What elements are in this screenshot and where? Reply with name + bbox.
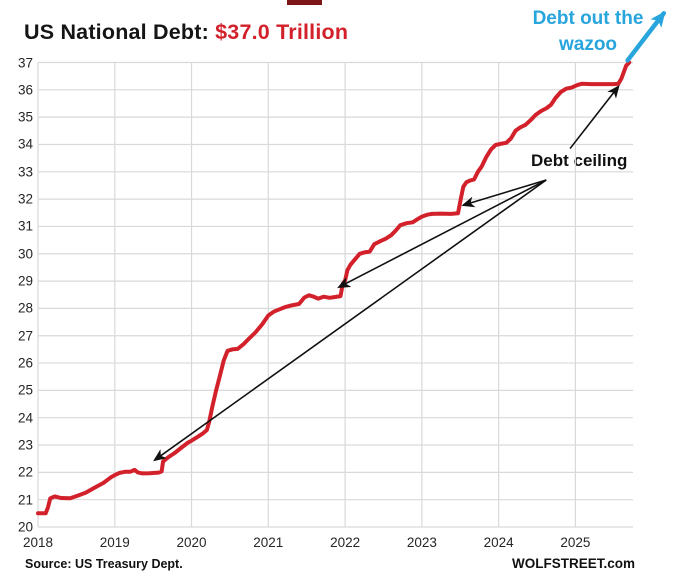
y-tick-label: 24 [17,410,33,426]
y-tick-label: 26 [17,355,33,371]
y-tick-label: 34 [17,136,33,152]
x-tick-label: 2024 [483,535,514,550]
debt-ceiling-arrow [461,179,547,208]
x-tick-label: 2019 [99,535,130,550]
x-tick-label: 2020 [176,535,207,550]
wolfstreet-brand: WOLFSTREET.com [511,556,635,571]
debt-ceiling-arrow [337,179,547,289]
y-tick-label: 35 [17,109,33,125]
source-credit: Source: US Treasury Dept. [25,557,183,571]
chart-title-value: $37.0 Trillion [215,20,349,44]
cropped-artifact-bar [287,0,322,5]
wazoo-annotation: Debt out the wazoo [508,6,668,58]
y-tick-label: 22 [17,464,33,480]
gridlines [37,61,633,528]
wazoo-line1: Debt out the [532,8,644,29]
y-tick-label: 28 [17,300,33,316]
wazoo-arrow [625,10,666,63]
chart-title: US National Debt: $37.0 Trillion [24,20,348,45]
debt-line-series [36,60,632,516]
chart-title-prefix: US National Debt: [24,20,216,44]
y-tick-label: 25 [17,382,33,398]
y-tick-label: 32 [17,191,33,207]
y-tick-label: 23 [17,437,33,453]
x-tick-label: 2023 [406,535,437,550]
y-tick-label: 20 [17,519,33,535]
x-tick-label: 2025 [560,535,591,550]
x-tick-label: 2022 [330,535,361,550]
annotation-arrows [153,10,666,462]
wazoo-line2: wazoo [558,34,618,55]
debt-ceiling-arrow [569,84,620,150]
y-tick-label: 31 [17,218,33,234]
debt-line [36,60,632,516]
y-tick-label: 21 [17,492,33,508]
x-tick-label: 2021 [253,535,284,550]
y-tick-label: 29 [17,273,33,289]
debt-ceiling-annotation: Debt ceiling [531,151,628,170]
debt-ceiling-arrow [153,179,547,462]
y-tick-label: 30 [17,246,33,262]
y-tick-label: 36 [17,82,33,98]
x-tick-label: 2018 [22,535,54,550]
y-tick-label: 27 [17,328,33,344]
y-tick-label: 33 [17,164,33,180]
y-tick-label: 37 [17,55,33,70]
